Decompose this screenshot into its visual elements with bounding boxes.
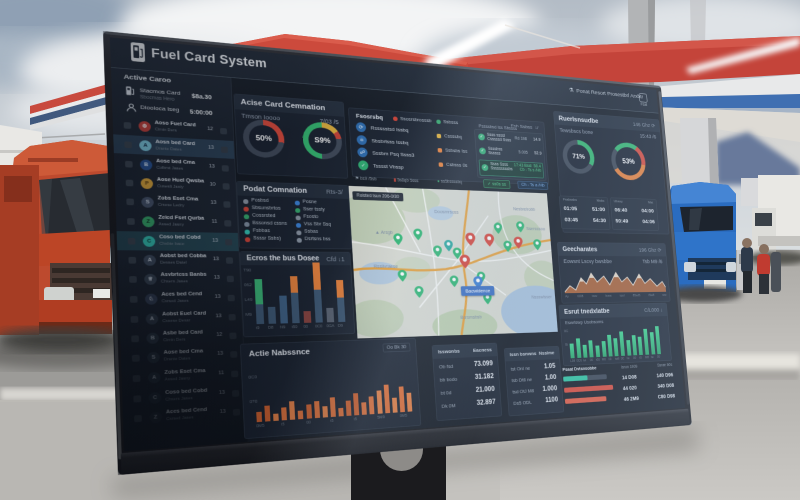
- svg-text:Bsrsmsbsb: Bsrsmsbsb: [460, 315, 482, 320]
- svg-text:Ssersssoo: Ssersssoo: [526, 227, 545, 232]
- svg-text:Nssswlsser: Nssswlsser: [531, 295, 552, 300]
- svg-text:Rsslivraese: Rsslivraese: [374, 265, 398, 270]
- svg-text:Doosmrsoss: Doosmrsoss: [434, 210, 459, 215]
- svg-text:Nesbrelrobb: Nesbrelrobb: [513, 207, 535, 212]
- svg-text:▲ Arsgb: ▲ Arsgb: [375, 230, 393, 235]
